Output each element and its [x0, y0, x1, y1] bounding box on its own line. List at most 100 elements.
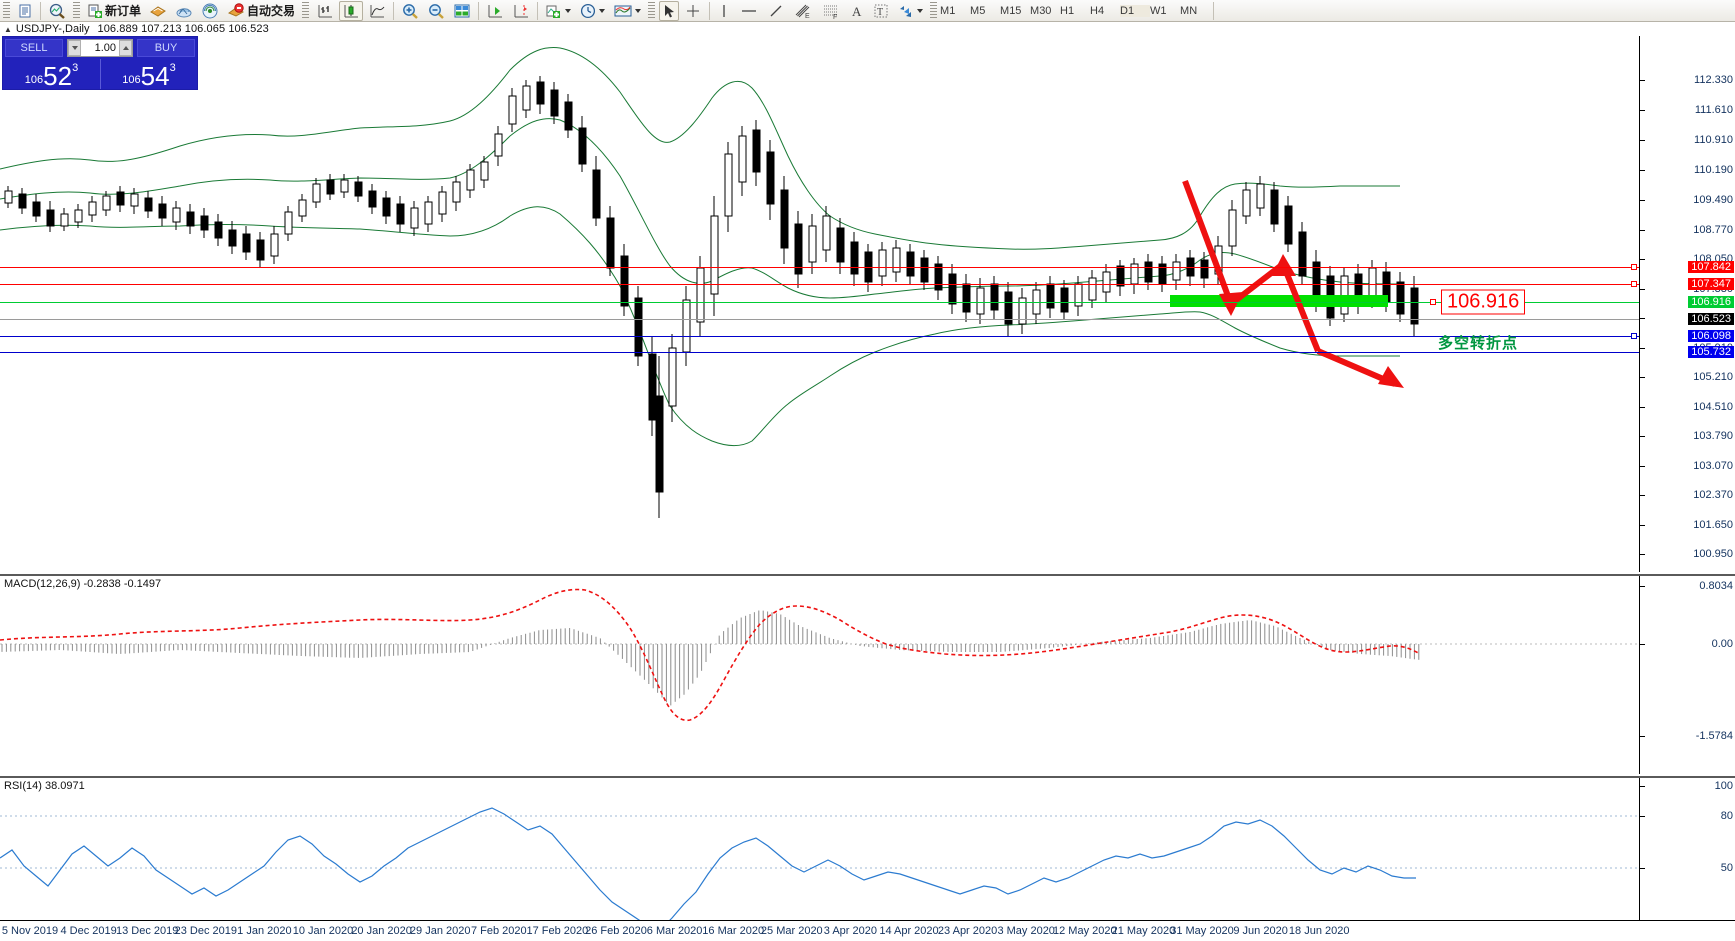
support-node-106098[interactable]: [1631, 333, 1637, 339]
price-level-tag[interactable]: 106.098: [1688, 330, 1734, 342]
chart-shift-icon[interactable]: [509, 1, 533, 21]
chart-symbol-header: ▲ USDJPY-,Daily 106.889 107.213 106.065 …: [0, 22, 1735, 36]
fibonacci-retracement-icon[interactable]: F: [818, 1, 844, 21]
crosshair-icon[interactable]: [681, 1, 705, 21]
price-plot-area[interactable]: 106.916 多空转折点: [0, 36, 1639, 572]
timeframe-m15[interactable]: M15: [1000, 4, 1022, 17]
time-axis-label: 3 Apr 2020: [823, 925, 877, 937]
text-label-icon[interactable]: T: [870, 1, 892, 21]
periods-icon[interactable]: [576, 1, 608, 21]
rsi-plot-area[interactable]: [0, 778, 1639, 938]
one-click-trading-panel[interactable]: SELL 1.00 BUY 106 52 3 106 54 3: [2, 36, 198, 90]
horizontal-line-icon[interactable]: [736, 1, 762, 21]
shapes-dropdown-icon[interactable]: [917, 8, 924, 13]
autotrading-label: 自动交易: [247, 4, 296, 18]
resistance-line-107347[interactable]: [0, 284, 1639, 285]
periods-dropdown-icon[interactable]: [599, 8, 606, 13]
zoom-out-icon[interactable]: [424, 1, 448, 21]
price-axis[interactable]: 112.330 111.610 110.910 110.190 109.490 108.7…: [1639, 36, 1735, 572]
price-axis-tick: [1640, 140, 1645, 141]
price-axis-tick: [1640, 170, 1645, 171]
price-pane: 106.916 多空转折点 112.330 111.610 110.910 110.1…: [0, 36, 1735, 572]
chinese-note-label[interactable]: 多空转折点: [1438, 335, 1519, 352]
price-axis-tick: [1640, 110, 1645, 111]
price-level-tag[interactable]: 107.842: [1688, 261, 1734, 273]
time-axis-label: 18 Jun 2020: [1288, 925, 1350, 937]
price-level-tag[interactable]: 106.916: [1688, 296, 1734, 308]
cursor-icon[interactable]: [659, 0, 680, 21]
timeframe-m1[interactable]: M1: [940, 4, 956, 17]
time-axis[interactable]: 5 Nov 2019 4 Dec 2019 13 Dec 2019 23 Dec 20…: [0, 920, 1735, 941]
timeframe-h4[interactable]: H4: [1090, 4, 1105, 17]
macd-axis[interactable]: 0.8034 0.00 -1.5784: [1639, 576, 1735, 774]
trendline-icon[interactable]: [764, 1, 788, 21]
equidistant-channel-icon[interactable]: E: [790, 1, 816, 21]
toolbar-separator-5: [709, 1, 711, 20]
macd-plot-area[interactable]: [0, 576, 1639, 774]
document-icon[interactable]: [14, 1, 36, 21]
support-line-106916[interactable]: [0, 302, 1639, 303]
new-order-button[interactable]: 新订单: [84, 1, 144, 21]
time-axis-label: 23 Dec 2019: [174, 925, 237, 937]
price-level-tag[interactable]: 105.732: [1688, 346, 1734, 358]
candlestick-chart-icon[interactable]: [339, 0, 364, 21]
timeframe-m30[interactable]: M30: [1030, 4, 1052, 17]
volume-increment-icon[interactable]: [119, 40, 132, 56]
analysis-arrow-head-3: [1378, 366, 1404, 388]
resistance-node-107842[interactable]: [1631, 264, 1637, 270]
sell-button[interactable]: SELL: [5, 39, 63, 57]
vertical-line-icon[interactable]: [714, 1, 734, 21]
resistance-line-107842[interactable]: [0, 267, 1639, 268]
volume-decrement-icon[interactable]: [68, 40, 81, 56]
price-axis-tick: [1640, 377, 1645, 378]
data-window-icon[interactable]: [450, 1, 474, 21]
ask-price[interactable]: 106 54 3: [100, 59, 197, 89]
bid-price-fraction: 3: [72, 62, 79, 74]
signals-icon[interactable]: [198, 1, 222, 21]
resistance-node-107347[interactable]: [1631, 281, 1637, 287]
support-line-105732[interactable]: [0, 352, 1639, 353]
text-icon[interactable]: A: [846, 1, 868, 21]
time-axis-label: 4 Dec 2019: [60, 925, 117, 937]
timeframe-mn[interactable]: MN: [1180, 4, 1198, 17]
zoom-in-icon[interactable]: [398, 1, 422, 21]
metaeditor-icon[interactable]: [172, 1, 196, 21]
templates-icon[interactable]: [610, 1, 644, 21]
chart-ohlc-values: 106.889 107.213 106.065 106.523: [97, 23, 269, 35]
toolbar-grip-4[interactable]: [648, 1, 656, 20]
support-line-106098[interactable]: [0, 336, 1639, 337]
toolbar-grip-2[interactable]: [73, 1, 80, 20]
volume-input[interactable]: 1.00: [67, 39, 133, 57]
timeframe-d1[interactable]: D1: [1120, 4, 1151, 17]
search-chart-icon[interactable]: [45, 1, 69, 21]
toolbar-grip[interactable]: [3, 1, 10, 20]
bid-price[interactable]: 106 52 3: [3, 59, 100, 90]
indicator-dropdown-icon[interactable]: [565, 8, 572, 13]
add-indicator-icon[interactable]: [542, 1, 574, 21]
price-callout-anchor[interactable]: [1430, 299, 1436, 305]
line-chart-icon[interactable]: [365, 1, 389, 21]
shapes-icon[interactable]: [894, 1, 926, 21]
one-click-trading-controls: SELL 1.00 BUY: [3, 37, 197, 59]
bar-chart-icon[interactable]: [313, 1, 337, 21]
toolbar-grip-5[interactable]: [930, 1, 938, 20]
rsi-axis-label: 100: [1714, 780, 1733, 792]
price-level-tag[interactable]: 107.347: [1688, 278, 1734, 290]
auto-scroll-icon[interactable]: [483, 1, 507, 21]
time-axis-label: 13 Dec 2019: [115, 925, 179, 937]
autotrading-button[interactable]: 自动交易: [224, 1, 298, 21]
toolbar-grip-3[interactable]: [302, 1, 310, 20]
price-level-tag[interactable]: 106.523: [1688, 313, 1734, 325]
collapse-triangle-icon[interactable]: ▲: [4, 24, 12, 34]
price-callout-box[interactable]: 106.916: [1441, 289, 1526, 315]
rsi-axis[interactable]: 100805015: [1639, 778, 1735, 938]
timeframe-h1[interactable]: H1: [1060, 4, 1075, 17]
timeframe-w1[interactable]: W1: [1150, 4, 1167, 17]
price-axis-tick: [1640, 259, 1645, 260]
price-axis-label: 100.950: [1693, 548, 1733, 560]
expert-advisors-icon[interactable]: [146, 1, 170, 21]
timeframe-m5[interactable]: M5: [970, 4, 986, 17]
buy-button[interactable]: BUY: [137, 39, 195, 57]
templates-dropdown-icon[interactable]: [635, 8, 642, 13]
macd-axis-tick: [1640, 586, 1645, 587]
